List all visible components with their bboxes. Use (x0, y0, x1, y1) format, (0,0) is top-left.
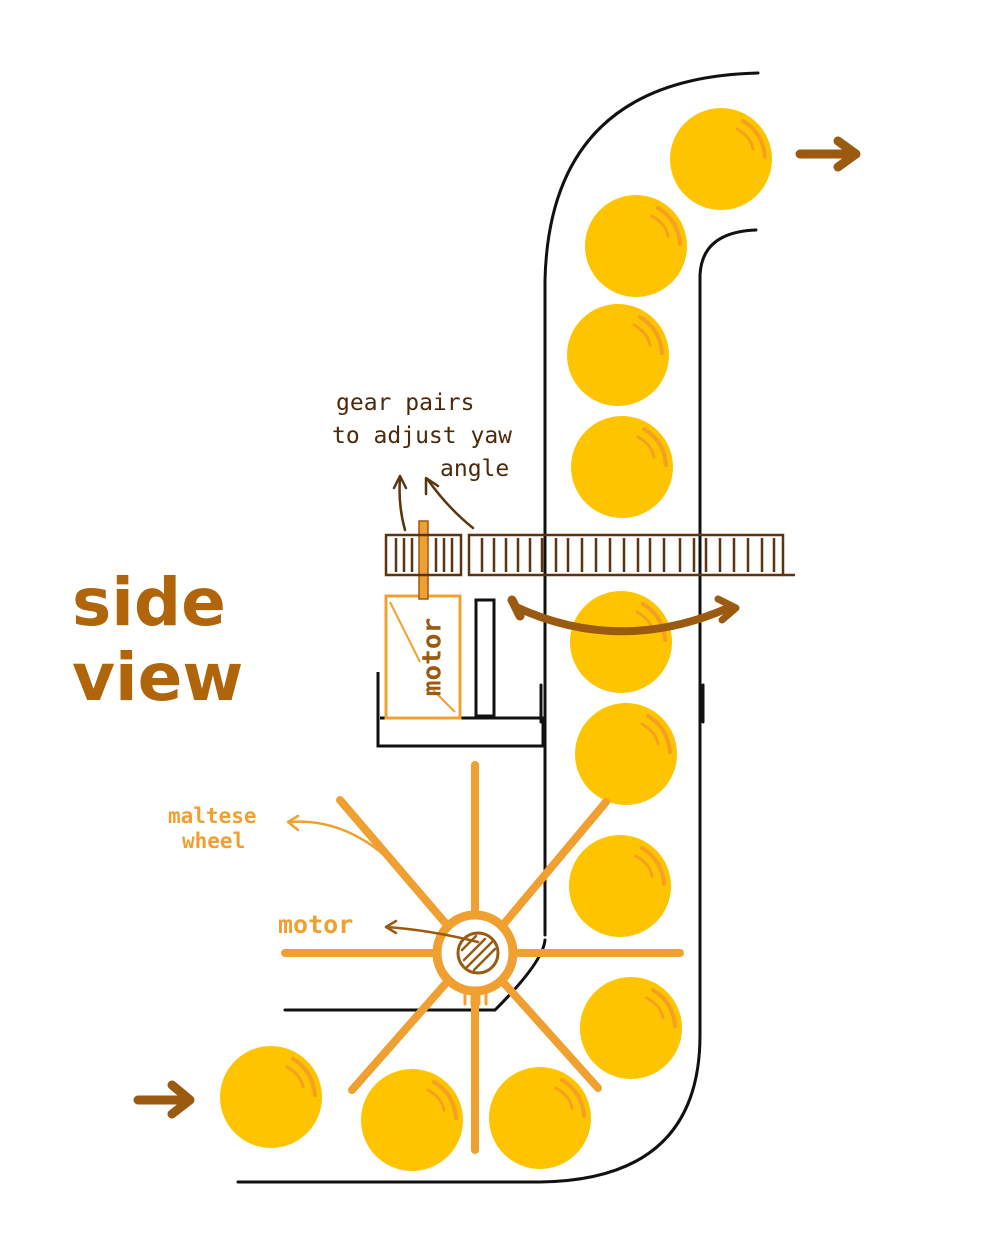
side-view-title-line2: view (72, 639, 243, 716)
small-gear-teeth (394, 538, 454, 572)
bracket-outline (376, 672, 545, 748)
rotation-arrow-icon (507, 595, 740, 636)
wheel-spoke (499, 798, 610, 929)
tube-lower-inner-curve (283, 938, 547, 1012)
ball (569, 414, 675, 520)
large-gear-teeth (480, 538, 776, 572)
gear-pairs-label-line1: gear pairs (336, 390, 474, 416)
tube-inner-wall (698, 228, 758, 1037)
wheel-hub-hatching (460, 934, 497, 972)
maltese-leader-arrow (286, 814, 394, 864)
ball (668, 106, 774, 212)
wheel-spoke (348, 978, 451, 1094)
wheel-hub-inner (456, 931, 500, 975)
ball (487, 1065, 593, 1171)
ball (573, 701, 679, 807)
ball (583, 193, 689, 299)
ball (567, 833, 673, 939)
motor-sketch-lines (389, 601, 456, 713)
gear-pairs-label-line3: angle (440, 456, 509, 482)
motor-bracket (376, 598, 545, 748)
tube-outer-wall (543, 71, 760, 937)
upper-motor: motor (384, 520, 462, 720)
motor-upper-label: motor (418, 618, 448, 696)
ball (359, 1067, 465, 1173)
ball (578, 975, 684, 1081)
bracket-post (474, 598, 496, 718)
tube-outline (236, 71, 760, 1184)
wheel-teeth (463, 991, 488, 1006)
motor-lower-label: motor (278, 910, 353, 939)
gear-pairs-label-line2: to adjust yaw (332, 423, 512, 449)
ball (218, 1044, 324, 1150)
input-arrow-icon (133, 1080, 195, 1119)
motor-leader-arrow (384, 919, 480, 944)
wheel-spoke (336, 796, 451, 929)
gear-leader-arrows (392, 474, 475, 532)
output-arrow-icon (795, 136, 861, 172)
tube-outer-bottom-curve (236, 1033, 702, 1184)
gear-pairs (384, 533, 795, 577)
small-gear (384, 533, 463, 577)
maltese-wheel-label-line2: wheel (182, 829, 245, 853)
side-view-title-line1: side (72, 564, 226, 641)
ball (568, 589, 674, 695)
ball (565, 302, 671, 408)
balls (218, 106, 774, 1173)
wheel-spoke (499, 978, 602, 1092)
maltese-wheel-label-line1: maltese (168, 804, 257, 828)
motor-shaft (418, 520, 429, 600)
wheel-hub-ring (432, 910, 518, 996)
maltese-wheel (281, 761, 684, 1154)
large-gear (467, 533, 785, 577)
